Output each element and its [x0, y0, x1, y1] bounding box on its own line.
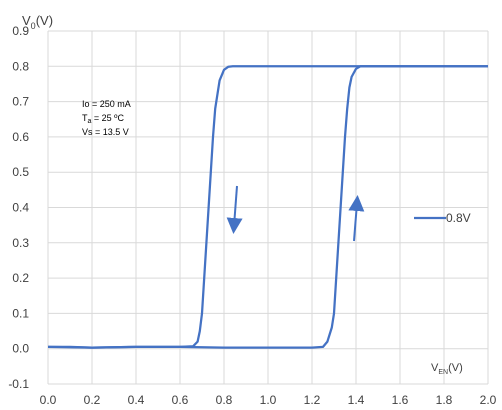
- condition-ta: Ta = 25 ºC: [82, 113, 124, 125]
- y-tick-label: 0.7: [12, 95, 29, 109]
- x-tick-label: 0.8: [216, 393, 233, 407]
- x-tick-labels: 0.0 0.2 0.4 0.6 0.8 1.0 1.2 1.4 1.6 1.8 2.0: [40, 393, 497, 407]
- x-axis-title-sub: EN: [438, 369, 448, 376]
- x-tick-label: 0.2: [84, 393, 101, 407]
- grid: [47, 30, 489, 385]
- legend-label: 0.8V: [446, 211, 471, 225]
- conditions-box: Io = 250 mA Ta = 25 ºC Vs = 13.5 V: [82, 99, 131, 137]
- x-tick-label: 0.0: [40, 393, 57, 407]
- condition-ta-sub: a: [88, 118, 92, 125]
- y-axis-title-main: V: [22, 13, 31, 28]
- x-tick-label: 0.4: [128, 393, 145, 407]
- y-tick-label: 0.0: [12, 342, 29, 356]
- y-axis-title-unit: (V): [36, 13, 53, 28]
- y-tick-label: 0.9: [12, 24, 29, 38]
- y-tick-label: 0.4: [12, 201, 29, 215]
- y-tick-label: 0.2: [12, 271, 29, 285]
- condition-vs: Vs = 13.5 V: [82, 127, 129, 137]
- x-axis-title-main: V: [431, 362, 439, 374]
- series-curve-rising: [47, 65, 488, 349]
- y-tick-label: 0.1: [12, 306, 29, 320]
- down-arrow-icon: [226, 185, 243, 234]
- up-arrow-icon: [348, 195, 365, 242]
- condition-io: Io = 250 mA: [82, 99, 131, 109]
- y-tick-label: 0.5: [12, 165, 29, 179]
- x-tick-label: 0.6: [172, 393, 189, 407]
- condition-ta-main: T: [82, 113, 88, 123]
- y-axis-title-sub: 0: [31, 21, 36, 31]
- x-tick-label: 2.0: [480, 393, 497, 407]
- y-tick-label: -0.1: [8, 377, 29, 391]
- x-tick-label: 1.8: [436, 393, 453, 407]
- legend: 0.8V: [414, 211, 471, 225]
- y-tick-label: 0.3: [12, 236, 29, 250]
- x-axis-title: VEN(V): [431, 362, 463, 376]
- x-tick-label: 1.6: [392, 393, 409, 407]
- y-tick-label: 0.6: [12, 130, 29, 144]
- y-axis-title: V0(V): [22, 13, 53, 31]
- x-tick-label: 1.2: [304, 393, 321, 407]
- x-axis-title-unit: (V): [448, 362, 463, 374]
- x-tick-label: 1.0: [260, 393, 277, 407]
- x-tick-label: 1.4: [348, 393, 365, 407]
- y-tick-label: 0.8: [12, 59, 29, 73]
- condition-ta-rest: = 25 ºC: [91, 113, 124, 123]
- y-tick-labels: 0.9 0.8 0.7 0.6 0.5 0.4 0.3 0.2 0.1 0.0 -0.1: [8, 24, 29, 391]
